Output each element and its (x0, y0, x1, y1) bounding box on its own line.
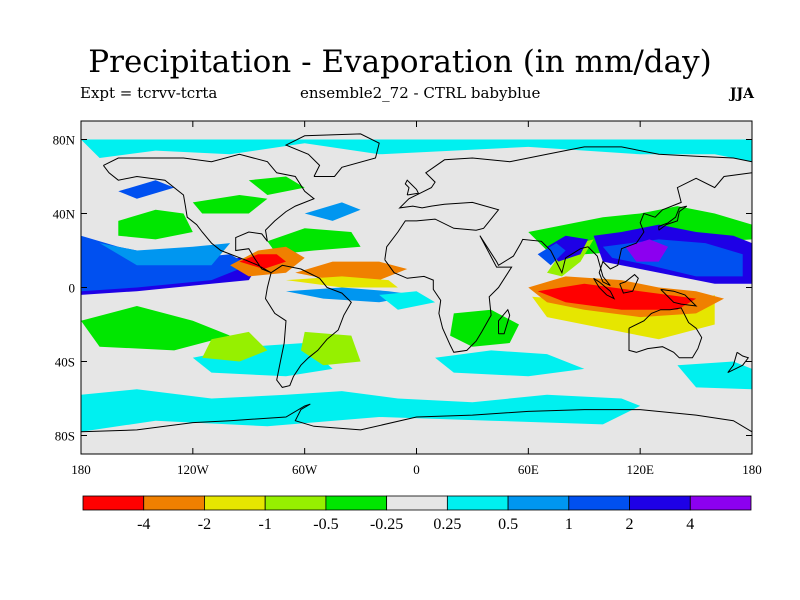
colorbar-label-6: 0.5 (498, 516, 518, 533)
axis-ticks: 80N 40N 0 40S 80S 180 120W 60W 0 60E 120E 180 (53, 121, 762, 477)
field-contour-26 (625, 239, 669, 262)
field-contour-18 (295, 261, 408, 281)
lon-label-6: 180 (742, 462, 762, 477)
experiment-label: Expt = tcrvv-tcrta (80, 84, 218, 102)
field-contour-31 (192, 195, 268, 214)
colorbar-swatch-3 (264, 495, 327, 511)
lon-label-1: 120W (177, 462, 210, 477)
field-contour-15 (99, 243, 231, 266)
coastlines (81, 133, 752, 433)
lat-label-1: 40N (53, 207, 76, 222)
lon-label-2: 60W (292, 462, 318, 477)
colorbar-label-4: -0.25 (370, 516, 403, 533)
lon-label-0: 180 (71, 462, 91, 477)
colorbar-swatch-7 (507, 495, 570, 511)
colorbar-swatch-2 (204, 495, 266, 511)
colorbar-label-5: 0.25 (433, 516, 461, 533)
field-contour-34 (304, 202, 361, 221)
coastline-north-america (103, 153, 315, 274)
lon-label-5: 120E (626, 462, 654, 477)
colorbar-swatch-0 (82, 495, 145, 511)
coastline-madagascar (498, 308, 511, 335)
lon-label-3: 0 (413, 462, 420, 477)
coastline-new-zealand (727, 351, 750, 374)
colorbar-label-3: -0.5 (313, 516, 338, 533)
lat-label-4: 80S (55, 429, 75, 444)
lon-label-4: 60E (518, 462, 539, 477)
colorbar-swatch-1 (143, 495, 205, 511)
field-contour-29 (81, 139, 752, 162)
lat-label-3: 40S (55, 355, 75, 370)
colorbar-swatch-8 (568, 495, 630, 511)
colorbar-label-8: 2 (626, 516, 634, 533)
coastline-australia (628, 307, 703, 359)
colorbar-label-0: -4 (137, 516, 150, 533)
coastline-greenland (284, 133, 380, 177)
field-contour-2 (435, 350, 585, 377)
field-contour-32 (341, 180, 417, 203)
field-contour-7 (450, 309, 519, 347)
coastline-indonesia-sumatra (593, 277, 616, 300)
field-contour-5 (81, 306, 231, 351)
coastline-south-america (264, 264, 352, 388)
colorbar-swatch-10 (689, 495, 752, 511)
colorbar-label-2: -1 (259, 516, 272, 533)
coastline-africa-europe (384, 146, 752, 353)
field-contour-33 (118, 180, 175, 199)
season-label: JJA (729, 86, 754, 102)
colorbar-swatch-4 (325, 495, 388, 511)
field-contour-28 (537, 243, 566, 266)
field-contour-23 (537, 283, 697, 310)
coastline-japan (658, 205, 688, 231)
field-contour-19 (286, 276, 398, 288)
colorbar-swatch-5 (386, 495, 448, 511)
ensemble-label: ensemble2_72 - CTRL babyblue (300, 84, 541, 102)
field-contour-9 (267, 228, 361, 255)
colorbar-label-1: -2 (198, 516, 211, 533)
colorbar-swatch-6 (446, 495, 509, 511)
colorbar-label-9: 4 (686, 516, 694, 533)
field-contour-17 (239, 254, 286, 269)
field-contour-3 (677, 361, 752, 390)
map-plot-area (81, 121, 752, 454)
coastline-new-guinea (660, 288, 698, 307)
field-contour-8 (300, 331, 361, 366)
field-contour-6 (202, 331, 268, 362)
lat-label-0: 80N (53, 133, 76, 148)
field-contour-4 (118, 209, 193, 240)
chart-title: Precipitation - Evaporation (in mm/day) (88, 44, 712, 80)
colorbar: -4 -2 -1 -0.5 -0.25 0.25 0.5 1 2 4 (82, 495, 752, 533)
field-contour-21 (379, 291, 436, 310)
colorbar-label-7: 1 (565, 516, 573, 533)
coastline-borneo (619, 273, 639, 294)
colorbar-swatch-9 (629, 495, 691, 511)
coastline-antarctica (81, 403, 752, 433)
coastline-britain (404, 179, 420, 196)
lat-label-2: 0 (69, 281, 76, 296)
field-contour-30 (248, 176, 305, 195)
